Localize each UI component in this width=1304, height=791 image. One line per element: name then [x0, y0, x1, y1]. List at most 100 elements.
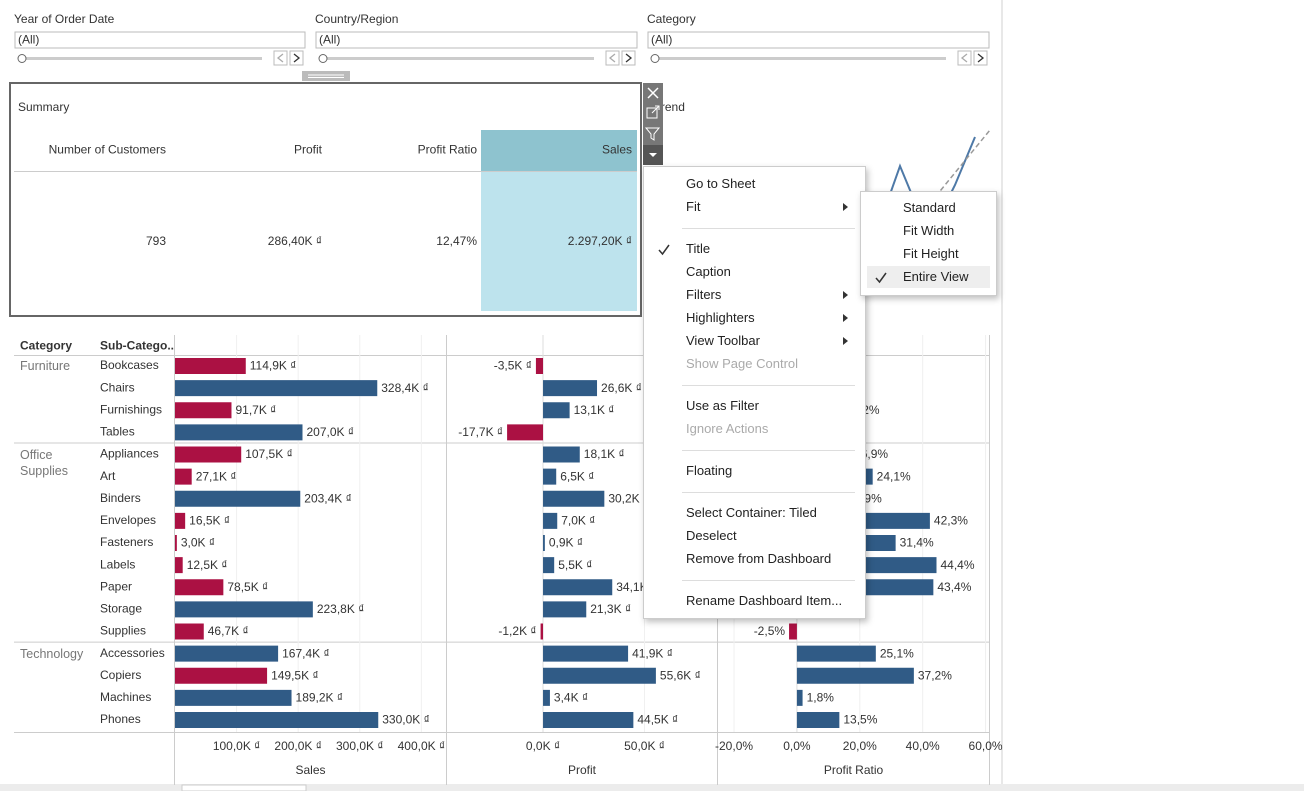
bar[interactable] — [175, 535, 177, 551]
value-label: 3,0K ₫ — [181, 536, 215, 550]
slider-step-button[interactable] — [289, 50, 304, 66]
step-arrow — [977, 53, 985, 63]
subcategory-label: Art — [100, 469, 116, 483]
close-icon[interactable] — [647, 87, 659, 99]
bar[interactable] — [543, 601, 587, 618]
bar[interactable] — [175, 468, 192, 485]
bar[interactable] — [543, 667, 656, 684]
menu-item: Show Page Control — [686, 356, 799, 371]
bar[interactable] — [796, 712, 840, 728]
menu-item[interactable]: Floating — [686, 463, 733, 478]
summary-header: Sales — [602, 143, 632, 157]
filter-dropdown[interactable] — [315, 31, 638, 49]
slider-step-button[interactable] — [273, 50, 288, 66]
menu-item[interactable]: Deselect — [686, 528, 737, 543]
submenu-item[interactable]: Fit Height — [903, 246, 959, 261]
bar[interactable] — [543, 468, 557, 485]
bar[interactable] — [507, 424, 544, 441]
bar[interactable] — [175, 689, 292, 706]
bar[interactable] — [175, 358, 246, 374]
menu-item[interactable]: Remove from Dashboard — [686, 551, 832, 566]
move-handle[interactable] — [302, 71, 350, 81]
bar[interactable] — [543, 512, 558, 529]
slider-step-button[interactable] — [957, 50, 972, 66]
menu-item[interactable]: Go to Sheet — [686, 176, 756, 191]
bar[interactable] — [175, 712, 379, 728]
menu-item[interactable]: Title — [686, 241, 711, 256]
bar[interactable] — [175, 557, 183, 574]
slider-handle[interactable] — [17, 54, 27, 63]
menu-item[interactable]: Highlighters — [686, 310, 755, 325]
value-label: -3,5K ₫ — [494, 359, 532, 373]
bar[interactable] — [175, 446, 242, 463]
bar[interactable] — [543, 712, 634, 728]
outside-area — [1002, 0, 1304, 791]
x-tick-label: 60,0% — [969, 739, 1003, 753]
bar[interactable] — [175, 424, 303, 441]
bar[interactable] — [543, 402, 570, 419]
menu-item[interactable]: Filters — [686, 287, 722, 302]
slider-step-button[interactable] — [605, 50, 620, 66]
bar[interactable] — [789, 623, 797, 640]
bar[interactable] — [175, 380, 378, 397]
submenu-item[interactable]: Entire View — [903, 269, 969, 284]
menu-item[interactable]: Select Container: Tiled — [686, 505, 817, 520]
x-tick-label: 40,0% — [906, 739, 940, 753]
bar[interactable] — [543, 557, 555, 574]
filter-dropdown[interactable] — [647, 31, 990, 49]
filter-icon[interactable] — [644, 127, 661, 141]
subcategory-label: Labels — [100, 557, 135, 571]
bar[interactable] — [175, 402, 232, 419]
menu-item[interactable]: Rename Dashboard Item... — [686, 593, 843, 608]
bar[interactable] — [543, 380, 598, 397]
bar[interactable] — [175, 512, 186, 529]
menu-item[interactable]: Caption — [686, 264, 731, 279]
bar[interactable] — [796, 667, 914, 684]
value-label: 55,6K ₫ — [660, 668, 701, 682]
submenu-item[interactable]: Standard — [903, 200, 956, 215]
bar[interactable] — [543, 689, 550, 706]
menu-item[interactable]: Fit — [686, 199, 701, 214]
bar[interactable] — [543, 645, 629, 662]
bar[interactable] — [175, 623, 204, 640]
slider-step-button[interactable] — [621, 50, 636, 66]
bar[interactable] — [543, 579, 613, 596]
check-stroke — [658, 244, 670, 256]
x-tick-label: 400,0K ₫ — [398, 739, 446, 753]
value-label: 21,3K ₫ — [590, 602, 631, 616]
bar[interactable] — [175, 667, 268, 684]
goto-icon[interactable] — [646, 105, 660, 119]
value-label: 30,2K ₫ — [608, 491, 649, 505]
bar[interactable] — [535, 358, 544, 374]
bar[interactable] — [543, 490, 605, 507]
submenu-item[interactable]: Fit Width — [903, 223, 955, 238]
x-tick-label: -20,0% — [715, 739, 753, 753]
bar[interactable] — [175, 601, 313, 618]
summary-title: Summary — [18, 100, 69, 114]
subcategory-label: Paper — [100, 579, 132, 593]
bar[interactable] — [796, 689, 803, 706]
slider-step-button[interactable] — [973, 50, 988, 66]
bar[interactable] — [543, 446, 580, 463]
filter-dropdown[interactable] — [14, 31, 306, 49]
step-arrow — [625, 53, 633, 63]
menu-item[interactable]: View Toolbar — [686, 333, 760, 348]
bar[interactable] — [175, 579, 224, 596]
slider-handle[interactable] — [318, 54, 328, 63]
bar[interactable] — [175, 490, 301, 507]
bar[interactable] — [540, 623, 544, 640]
bar[interactable] — [543, 535, 545, 551]
column-header: Category — [20, 339, 72, 353]
x-tick-label: 100,0K ₫ — [213, 739, 261, 753]
bar[interactable] — [796, 645, 876, 662]
value-label: 207,0K ₫ — [306, 425, 354, 439]
submenu-arrow — [843, 337, 848, 345]
active-tab[interactable] — [181, 784, 307, 791]
menu-item[interactable]: Use as Filter — [686, 398, 759, 413]
bar[interactable] — [175, 645, 279, 662]
value-label: 5,5K ₫ — [558, 558, 592, 572]
slider-handle[interactable] — [650, 54, 660, 63]
summary-value: 12,47% — [436, 234, 477, 248]
x-tick-label: 0,0% — [783, 739, 811, 753]
value-label: 149,5K ₫ — [271, 668, 319, 682]
